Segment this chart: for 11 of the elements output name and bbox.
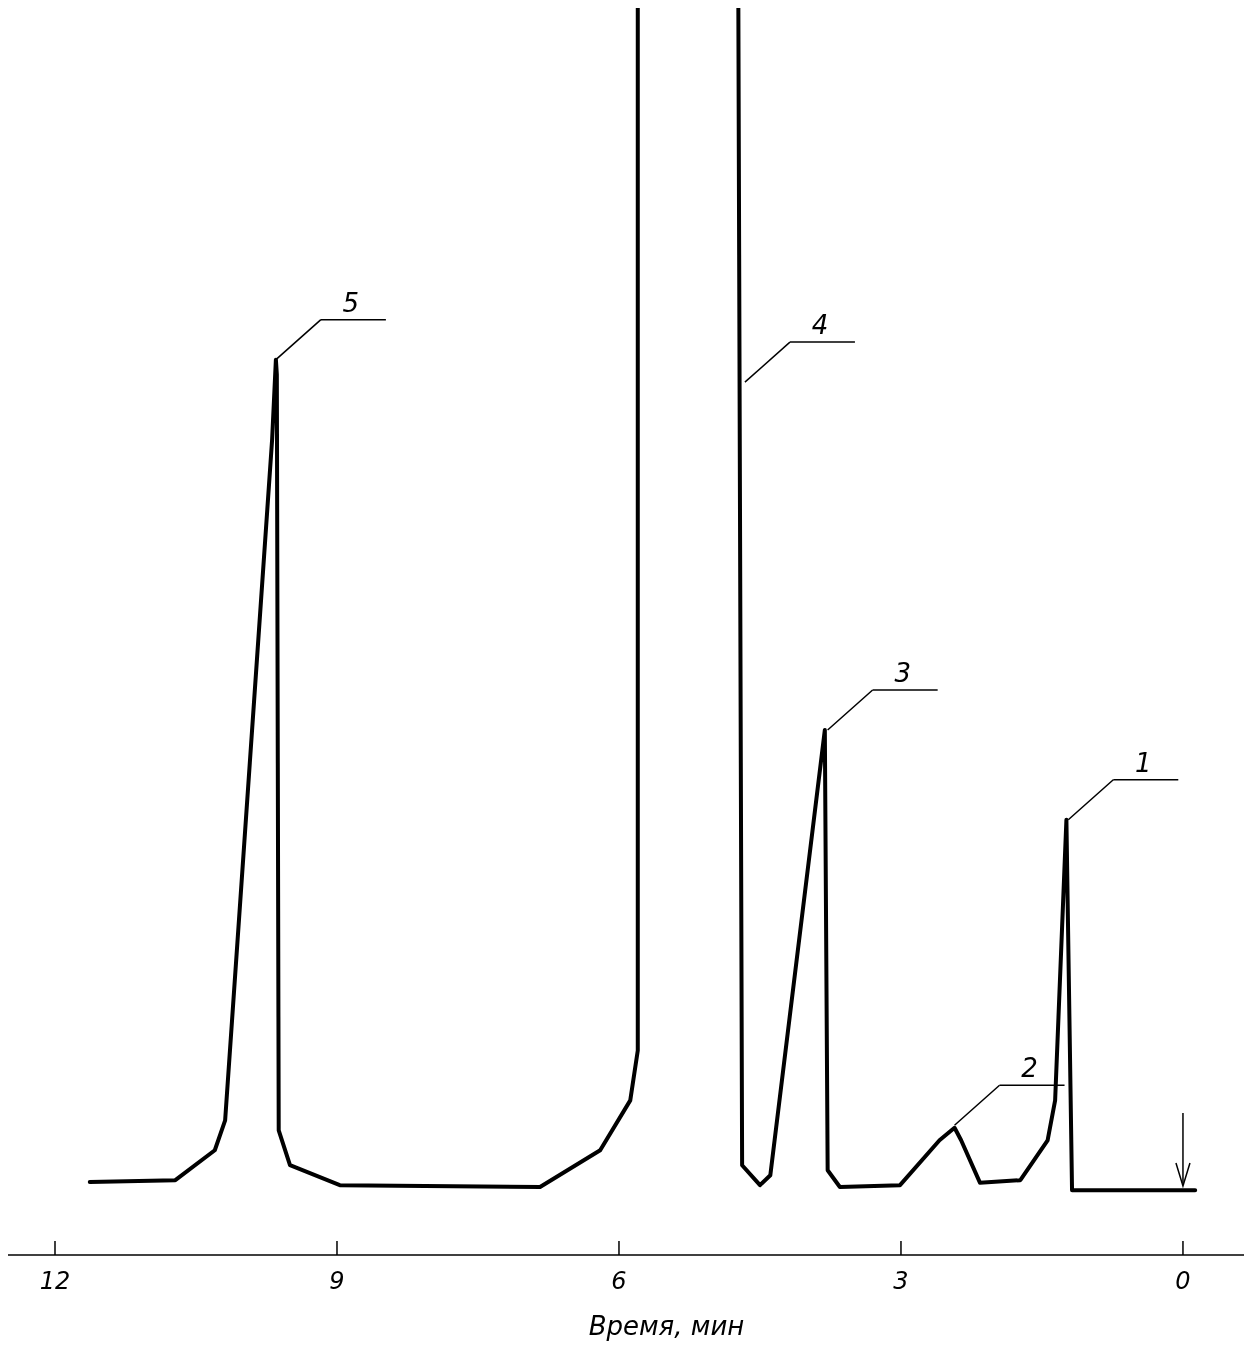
- x-axis-title: Время, мин: [588, 1311, 745, 1341]
- x-tick-label: 6: [611, 1267, 627, 1295]
- annotation: 1: [1135, 747, 1152, 778]
- x-tick-label: 3: [893, 1267, 909, 1295]
- annotation: 2: [1021, 1053, 1038, 1084]
- x-tick-label: 9: [329, 1267, 345, 1295]
- x-tick-label: 12: [39, 1267, 71, 1295]
- annotation: 4: [811, 310, 829, 341]
- x-tick-label: 0: [1175, 1267, 1191, 1295]
- annotation: 5: [342, 287, 360, 318]
- annotation: 3: [894, 658, 911, 689]
